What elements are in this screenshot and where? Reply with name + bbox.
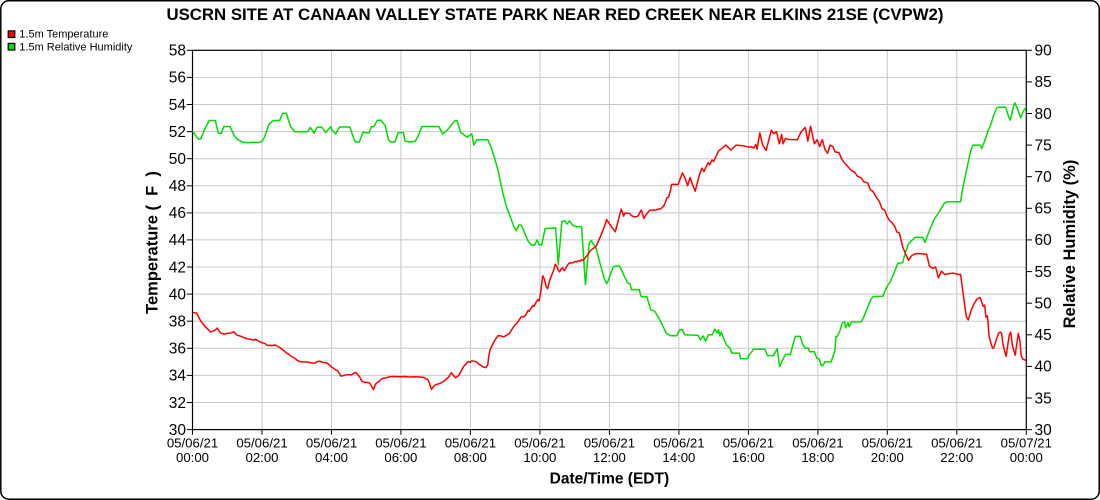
svg-text:22:00: 22:00 bbox=[940, 450, 973, 465]
svg-text:18:00: 18:00 bbox=[801, 450, 834, 465]
svg-text:05/06/21: 05/06/21 bbox=[653, 436, 704, 451]
svg-text:70: 70 bbox=[1035, 169, 1053, 186]
svg-text:05/06/21: 05/06/21 bbox=[862, 436, 913, 451]
svg-text:Date/Time (EDT): Date/Time (EDT) bbox=[550, 470, 669, 487]
svg-text:60: 60 bbox=[1035, 232, 1053, 249]
svg-text:12:00: 12:00 bbox=[593, 450, 626, 465]
svg-text:05/06/21: 05/06/21 bbox=[306, 436, 357, 451]
svg-text:32: 32 bbox=[169, 395, 186, 412]
svg-text:46: 46 bbox=[169, 205, 186, 222]
svg-text:35: 35 bbox=[1035, 390, 1052, 407]
svg-text:05/06/21: 05/06/21 bbox=[931, 436, 982, 451]
svg-text:00:00: 00:00 bbox=[176, 450, 209, 465]
svg-text:02:00: 02:00 bbox=[245, 450, 278, 465]
svg-text:30: 30 bbox=[1035, 422, 1053, 439]
svg-text:04:00: 04:00 bbox=[315, 450, 348, 465]
svg-text:50: 50 bbox=[1035, 296, 1053, 313]
svg-text:54: 54 bbox=[169, 97, 187, 114]
svg-text:05/06/21: 05/06/21 bbox=[445, 436, 496, 451]
svg-text:85: 85 bbox=[1035, 74, 1052, 91]
svg-text:36: 36 bbox=[169, 341, 186, 358]
svg-text:14:00: 14:00 bbox=[662, 450, 695, 465]
svg-text:56: 56 bbox=[169, 70, 186, 87]
svg-text:50: 50 bbox=[169, 151, 187, 168]
svg-text:75: 75 bbox=[1035, 137, 1052, 154]
svg-text:10:00: 10:00 bbox=[523, 450, 556, 465]
svg-text:05/06/21: 05/06/21 bbox=[723, 436, 774, 451]
svg-text:45: 45 bbox=[1035, 327, 1052, 344]
svg-text:44: 44 bbox=[169, 232, 187, 249]
svg-text:48: 48 bbox=[169, 178, 186, 195]
svg-text:20:00: 20:00 bbox=[871, 450, 904, 465]
svg-text:08:00: 08:00 bbox=[454, 450, 487, 465]
svg-text:05/06/21: 05/06/21 bbox=[514, 436, 565, 451]
svg-text:40: 40 bbox=[169, 286, 187, 303]
svg-text:05/06/21: 05/06/21 bbox=[167, 436, 218, 451]
svg-text:42: 42 bbox=[169, 259, 186, 276]
svg-text:58: 58 bbox=[169, 43, 186, 60]
svg-text:34: 34 bbox=[169, 368, 187, 385]
svg-text:05/06/21: 05/06/21 bbox=[236, 436, 287, 451]
svg-text:05/07/21: 05/07/21 bbox=[1001, 436, 1052, 451]
svg-text:55: 55 bbox=[1035, 264, 1052, 281]
svg-text:30: 30 bbox=[169, 422, 187, 439]
svg-text:52: 52 bbox=[169, 124, 186, 141]
svg-text:90: 90 bbox=[1035, 43, 1053, 60]
svg-text:USCRN SITE AT CANAAN VALLEY ST: USCRN SITE AT CANAAN VALLEY STATE PARK N… bbox=[167, 5, 944, 24]
svg-text:05/06/21: 05/06/21 bbox=[375, 436, 426, 451]
svg-text:40: 40 bbox=[1035, 359, 1053, 376]
svg-text:06:00: 06:00 bbox=[384, 450, 417, 465]
svg-text:00:00: 00:00 bbox=[1010, 450, 1043, 465]
svg-text:1.5m Temperature: 1.5m Temperature bbox=[19, 29, 108, 41]
svg-text:Temperature ( F ): Temperature ( F ) bbox=[144, 171, 162, 314]
svg-text:1.5m Relative Humidity: 1.5m Relative Humidity bbox=[19, 42, 133, 54]
svg-text:05/06/21: 05/06/21 bbox=[792, 436, 843, 451]
svg-text:16:00: 16:00 bbox=[732, 450, 765, 465]
svg-text:Relative Humidity (%): Relative Humidity (%) bbox=[1061, 160, 1079, 329]
svg-text:65: 65 bbox=[1035, 201, 1052, 218]
svg-text:38: 38 bbox=[169, 314, 186, 331]
svg-text:80: 80 bbox=[1035, 106, 1053, 123]
svg-text:05/06/21: 05/06/21 bbox=[584, 436, 635, 451]
